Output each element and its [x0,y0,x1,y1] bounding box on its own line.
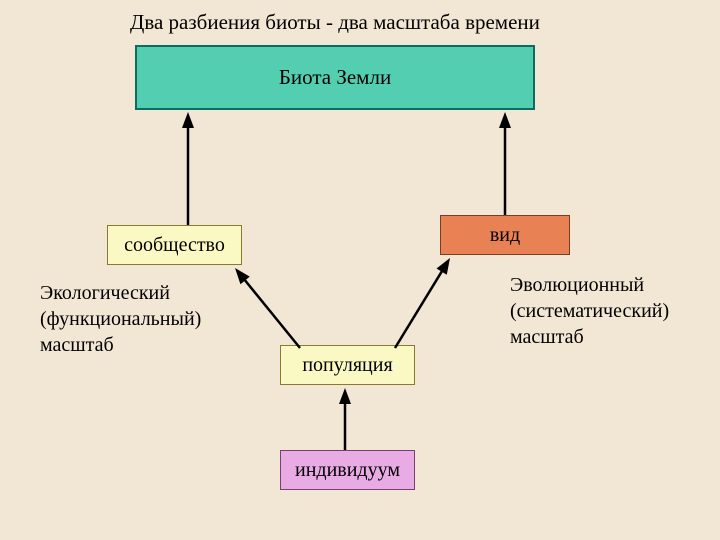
diagram-canvas: Два разбиения биоты - два масштаба време… [0,0,720,540]
node-individual: индивидуум [280,450,415,490]
node-biota-label: Биота Земли [279,65,391,90]
label-evolutionary: Эволюционный (систематический) масштаб [510,272,669,350]
arrowhead-population-to-community [235,268,250,284]
arrowhead-species-to-biota [499,112,511,128]
label-ecological: Экологический (функциональный) масштаб [40,280,201,358]
node-species: вид [440,215,570,255]
arrowhead-population-to-species [437,258,450,275]
node-individual-label: индивидуум [295,459,400,482]
arrow-population-to-species [395,266,445,348]
arrow-population-to-community [241,275,300,348]
arrowhead-community-to-biota [182,112,194,128]
node-biota: Биота Земли [135,45,535,110]
node-species-label: вид [490,224,520,247]
node-community-label: сообщество [124,234,225,257]
node-population: популяция [280,345,415,385]
node-community: сообщество [107,225,242,265]
arrowhead-individual-to-population [339,388,351,404]
diagram-title: Два разбиения биоты - два масштаба време… [130,10,540,35]
node-population-label: популяция [302,354,392,377]
